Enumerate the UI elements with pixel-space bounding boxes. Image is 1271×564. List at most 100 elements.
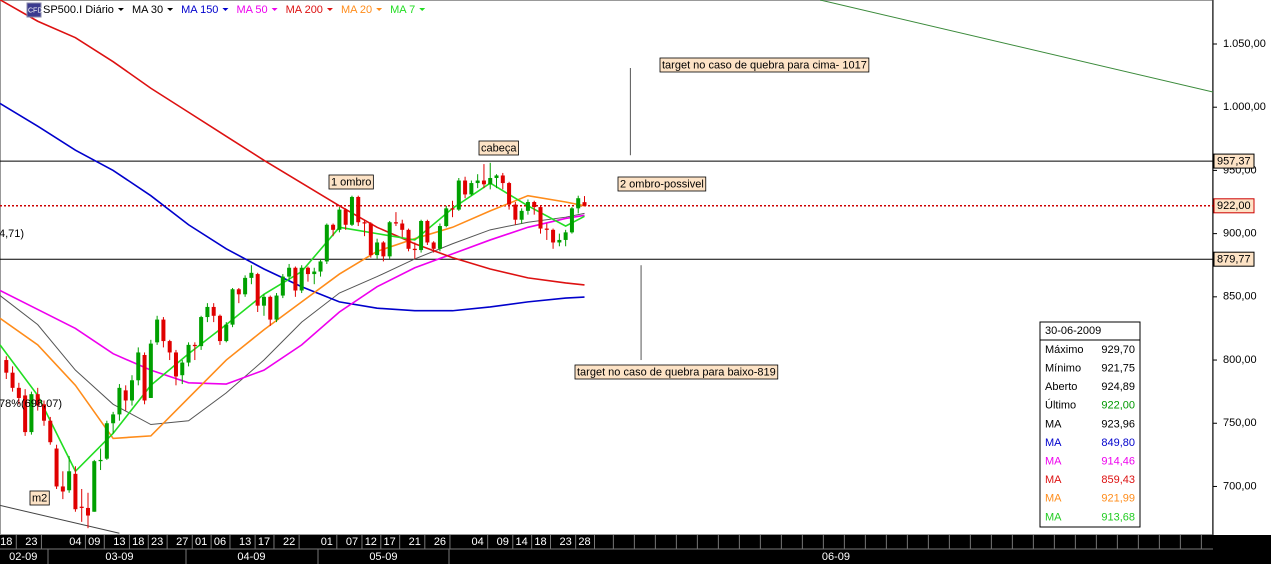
moving-average-line [0,0,585,286]
candle-body [488,177,493,185]
candle-body [192,344,197,347]
candle-body [349,196,354,225]
candle-body [123,390,128,401]
x-tick-label: 17 [258,536,270,548]
candle-body [10,372,15,388]
candle-body [494,175,499,178]
annotation-box [659,57,870,73]
toolbar-item: MA 20 [341,4,372,16]
candle-body [4,360,9,373]
annotation-box [328,174,374,190]
candle-body [532,202,537,208]
annotation-box [617,176,707,192]
info-label: Aberto [1045,381,1077,393]
candle-body [305,267,310,275]
y-tick-label: 800,00 [1223,354,1257,366]
plot-area [0,0,1213,534]
moving-average-line [0,194,585,440]
candle-body [551,229,556,243]
x-tick-label: 14 [516,536,528,548]
candle-body [331,224,336,230]
candle-body [463,180,468,195]
candle-body [299,267,304,291]
candle-body [337,209,342,230]
candle-body [406,229,411,249]
candle-body [431,242,436,249]
candle-body [375,242,380,256]
candle-body [54,448,59,487]
candle-body [582,202,587,206]
candle-body [387,222,392,257]
candle-body [400,223,405,230]
info-label: MA [1045,456,1062,468]
annotation-label: target no caso de quebra para cima- 1017 [662,59,867,71]
x-tick-label: 21 [409,536,421,548]
info-value: 859,43 [1101,474,1135,486]
candle-body [469,183,474,195]
candle-body [287,267,292,277]
candle-body [16,387,21,398]
candle-body [444,208,449,227]
x-tick-label: 01 [321,536,333,548]
info-label: Máximo [1045,344,1084,356]
candle-body [48,420,53,443]
candle-body [513,204,518,220]
x-tick-label: 27 [176,536,188,548]
info-label: Mínimo [1045,363,1081,375]
y-tick-label: 850,00 [1223,291,1257,303]
price-label-box [1213,251,1255,267]
candle-body [481,180,486,185]
dropdown-arrow [167,8,174,11]
y-tick-label: 750,00 [1223,417,1257,429]
x-tick-label: 13 [239,536,251,548]
candle-body [186,344,191,363]
price-label-box [1213,198,1255,214]
dropdown-arrow [419,8,426,11]
candle-body [268,296,273,320]
trendline [0,504,120,534]
edge-label: 78%(698,07) [0,398,62,410]
info-date: 30-06-2009 [1045,325,1101,337]
annotation-label: cabeça [481,142,517,154]
candle-body [98,459,103,462]
candle-body [136,352,141,381]
toolbar-item: SP500.I Diário [43,4,114,16]
dropdown-arrow [326,8,333,11]
candle-body [393,222,398,224]
x-tick-label: 23 [560,536,572,548]
candle-body [356,196,361,223]
y-tick-label: 900,00 [1223,228,1257,240]
candle-body [437,226,442,249]
candle-body [35,394,40,406]
candle-body [318,261,323,272]
price-label-box [1213,153,1255,169]
candle-body [412,248,417,251]
y-tick-label: 700,00 [1223,480,1257,492]
annotation-box [29,490,50,506]
info-label: MA [1045,474,1062,486]
x-tick-label: 07 [346,536,358,548]
x-tick-label: 23 [151,536,163,548]
candle-body [368,223,373,256]
candle-body [261,296,266,306]
dropdown-arrow [376,8,383,11]
candle-body [104,423,109,459]
candle-body [85,507,90,516]
x-tick-label: 26 [434,536,446,548]
candle-body [180,362,185,376]
candle-body [155,319,160,343]
info-value: 921,99 [1101,493,1135,505]
x-tick-label: 22 [283,536,295,548]
info-value: 913,68 [1101,511,1135,523]
moving-average-line [0,214,585,385]
candle-body [274,295,279,320]
candle-body [224,324,229,342]
dropdown-arrow [222,8,229,11]
info-label: MA [1045,437,1062,449]
annotation-label: m2 [32,492,47,504]
dropdown-arrow [271,8,278,11]
candle-body [230,289,235,325]
info-value: 923,96 [1101,418,1135,430]
x-tick-label: 04 [69,536,81,548]
toolbar-item: MA 7 [390,4,415,16]
